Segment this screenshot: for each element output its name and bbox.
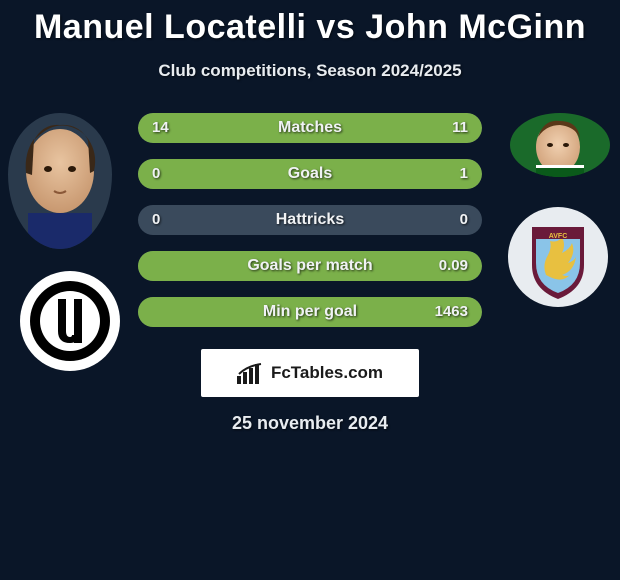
stat-row: Goals0 1 — [138, 159, 482, 189]
stat-row: Min per goal1463 — [138, 297, 482, 327]
brand-icon — [237, 362, 265, 384]
stat-value-right: 11 — [452, 113, 468, 143]
brand-label: FcTables.com — [271, 363, 383, 383]
page-title: Manuel Locatelli vs John McGinn — [0, 0, 620, 47]
player-left-photo — [8, 113, 112, 249]
comparison-area: AVFC Matches1411Goals01Hattricks00Goals … — [0, 113, 620, 327]
stat-value-left: 14 — [152, 113, 169, 143]
stat-value-right: 0.09 — [439, 251, 468, 281]
player-right-photo — [510, 113, 610, 177]
stat-label: Goals — [138, 159, 482, 189]
club-right-badge: AVFC — [506, 205, 610, 309]
svg-text:AVFC: AVFC — [549, 233, 568, 240]
stat-row: Hattricks0 0 — [138, 205, 482, 235]
stat-value-left: 0 — [152, 159, 160, 189]
stat-label: Min per goal — [138, 297, 482, 327]
stat-label: Hattricks — [138, 205, 482, 235]
date-label: 25 november 2024 — [0, 413, 620, 434]
stat-label: Goals per match — [138, 251, 482, 281]
stat-bars: Matches1411Goals01Hattricks00Goals per m… — [138, 113, 482, 327]
stat-row: Matches14 11 — [138, 113, 482, 143]
club-left-badge — [18, 269, 122, 373]
stat-label: Matches — [138, 113, 482, 143]
subtitle: Club competitions, Season 2024/2025 — [0, 61, 620, 81]
stat-value-right: 1463 — [435, 297, 468, 327]
stat-row: Goals per match0.09 — [138, 251, 482, 281]
stat-value-left: 0 — [152, 205, 160, 235]
brand-box: FcTables.com — [201, 349, 419, 397]
stat-value-right: 0 — [460, 205, 468, 235]
stat-value-right: 1 — [460, 159, 468, 189]
